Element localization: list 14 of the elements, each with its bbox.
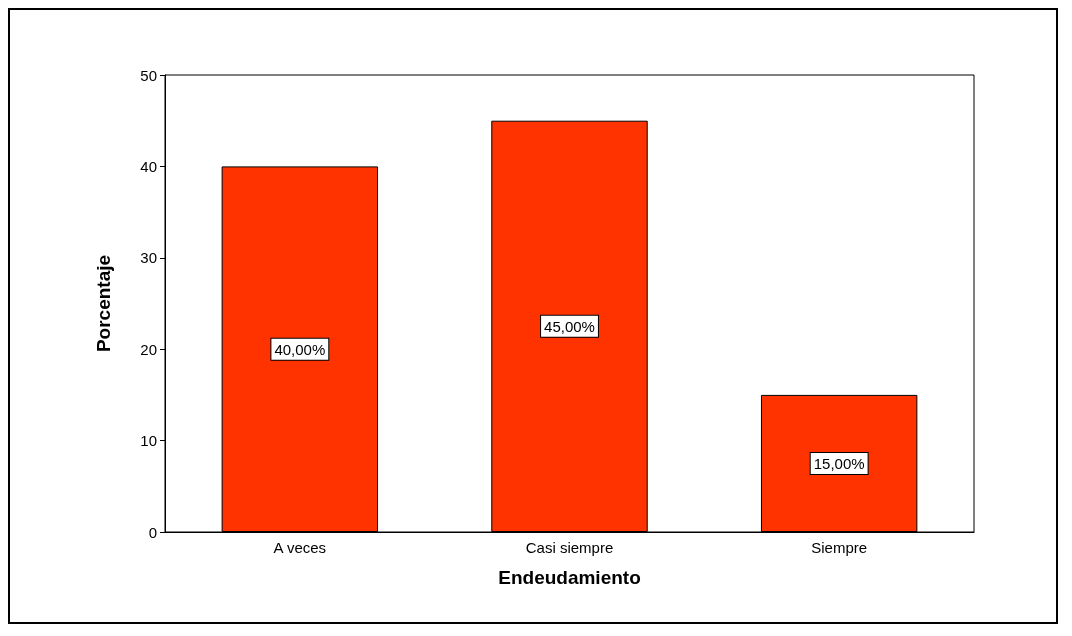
x-tick-label: Siempre	[811, 539, 868, 556]
x-tick-label: A veces	[273, 539, 327, 556]
data-label: 40,00%	[274, 340, 326, 358]
y-tick-label: 0	[148, 523, 157, 541]
data-label: 15,00%	[813, 454, 865, 472]
y-tick-label: 40	[140, 157, 157, 175]
x-axis-title: Endeudamiento	[498, 567, 641, 588]
x-tick-label: Casi siempre	[525, 539, 614, 556]
y-tick-label: 10	[140, 432, 157, 450]
y-tick-label: 20	[140, 340, 157, 358]
y-tick-label: 30	[140, 249, 157, 267]
y-tick-label: 50	[140, 66, 157, 84]
y-axis-title: Porcentaje	[93, 254, 114, 353]
data-label: 45,00%	[544, 317, 595, 335]
